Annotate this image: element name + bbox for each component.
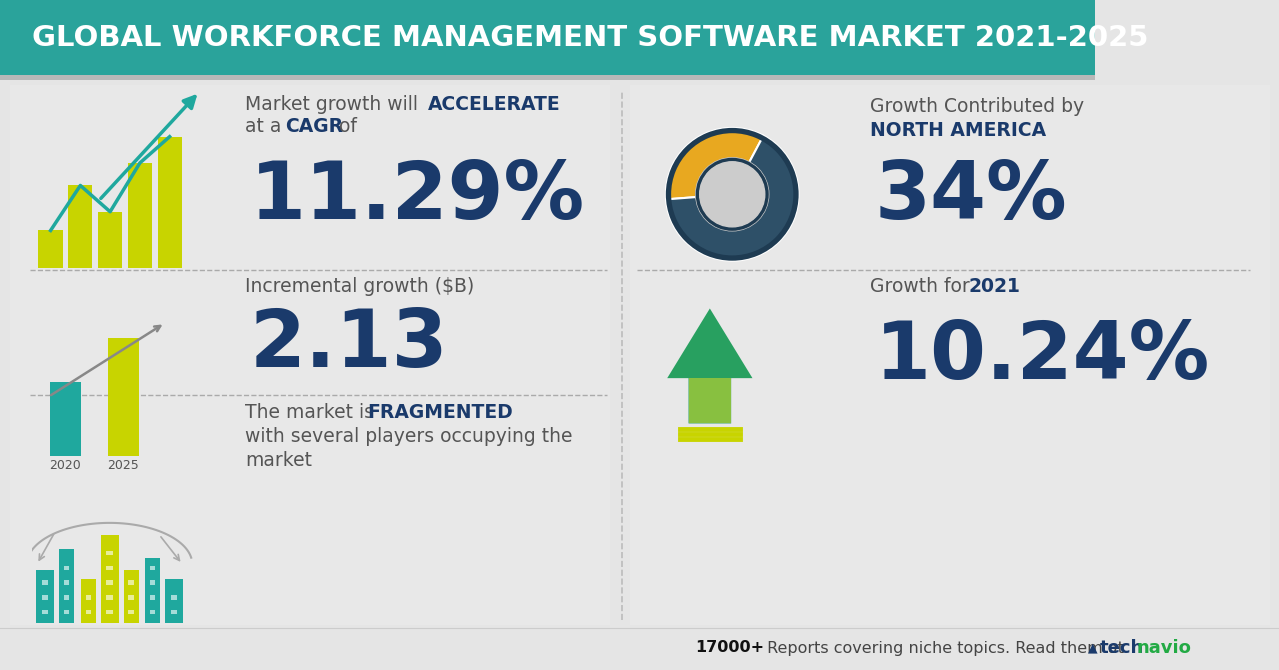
Bar xyxy=(106,595,113,600)
Text: GLOBAL WORKFORCE MANAGEMENT SOFTWARE MARKET 2021-2025: GLOBAL WORKFORCE MANAGEMENT SOFTWARE MAR… xyxy=(32,23,1149,52)
Bar xyxy=(124,570,138,623)
Bar xyxy=(106,580,113,585)
Bar xyxy=(101,535,119,623)
Text: Market growth will: Market growth will xyxy=(246,96,425,115)
Bar xyxy=(10,85,610,625)
Bar xyxy=(106,551,113,555)
Text: 17000+: 17000+ xyxy=(694,641,764,655)
Text: 10.24%: 10.24% xyxy=(875,318,1210,396)
Bar xyxy=(64,595,69,600)
Text: 2021: 2021 xyxy=(968,277,1019,297)
Bar xyxy=(50,382,81,456)
Text: at a: at a xyxy=(246,117,288,137)
Bar xyxy=(64,565,69,570)
Text: 34%: 34% xyxy=(875,158,1068,236)
Text: NORTH AMERICA: NORTH AMERICA xyxy=(870,121,1046,139)
Bar xyxy=(86,595,91,600)
Text: 2020: 2020 xyxy=(50,459,81,472)
Text: 11.29%: 11.29% xyxy=(249,158,585,236)
Bar xyxy=(81,579,96,623)
Bar xyxy=(38,230,63,268)
Bar xyxy=(165,579,183,623)
Bar xyxy=(128,610,134,614)
Bar xyxy=(59,549,74,623)
Bar xyxy=(42,610,49,614)
Polygon shape xyxy=(1060,0,1131,75)
Bar xyxy=(631,85,1270,625)
Text: FRAGMENTED: FRAGMENTED xyxy=(367,403,513,421)
Text: with several players occupying the: with several players occupying the xyxy=(246,427,573,446)
Wedge shape xyxy=(666,135,798,261)
Bar xyxy=(42,580,49,585)
Bar xyxy=(42,595,49,600)
Text: Growth Contributed by: Growth Contributed by xyxy=(870,98,1085,117)
Bar xyxy=(36,570,54,623)
Bar xyxy=(64,580,69,585)
Bar xyxy=(98,212,123,268)
Text: 2025: 2025 xyxy=(107,459,139,472)
Bar xyxy=(150,595,155,600)
Polygon shape xyxy=(668,308,752,423)
Bar xyxy=(171,610,178,614)
Text: navio: navio xyxy=(1136,639,1191,657)
Circle shape xyxy=(696,157,769,231)
Text: market: market xyxy=(246,450,312,470)
Bar xyxy=(106,610,113,614)
Bar xyxy=(171,595,178,600)
Bar xyxy=(86,610,91,614)
Text: ▲: ▲ xyxy=(1088,641,1097,655)
Bar xyxy=(68,186,92,268)
Wedge shape xyxy=(666,128,764,200)
Text: The market is: The market is xyxy=(246,403,380,421)
Bar xyxy=(128,595,134,600)
Circle shape xyxy=(700,161,765,227)
Bar xyxy=(107,338,139,456)
Text: 2.13: 2.13 xyxy=(249,306,449,384)
Text: CAGR: CAGR xyxy=(285,117,343,137)
Bar xyxy=(128,163,152,268)
Bar xyxy=(128,580,134,585)
Bar xyxy=(0,75,1279,670)
Text: Reports covering niche topics. Read them at: Reports covering niche topics. Read them… xyxy=(762,641,1124,655)
Text: ACCELERATE: ACCELERATE xyxy=(428,96,560,115)
Text: Incremental growth ($B): Incremental growth ($B) xyxy=(246,277,475,297)
Bar xyxy=(0,0,1090,75)
Text: of: of xyxy=(333,117,357,137)
Text: tech: tech xyxy=(1100,639,1145,657)
Bar xyxy=(150,565,155,570)
Bar xyxy=(64,610,69,614)
Bar xyxy=(150,580,155,585)
Bar xyxy=(0,75,1095,80)
Bar xyxy=(157,137,182,268)
Polygon shape xyxy=(688,378,732,423)
Bar xyxy=(145,558,160,623)
Bar xyxy=(1095,0,1279,75)
Wedge shape xyxy=(666,128,798,261)
Bar xyxy=(150,610,155,614)
Text: Growth for: Growth for xyxy=(870,277,976,297)
Wedge shape xyxy=(696,157,769,231)
Bar xyxy=(106,565,113,570)
